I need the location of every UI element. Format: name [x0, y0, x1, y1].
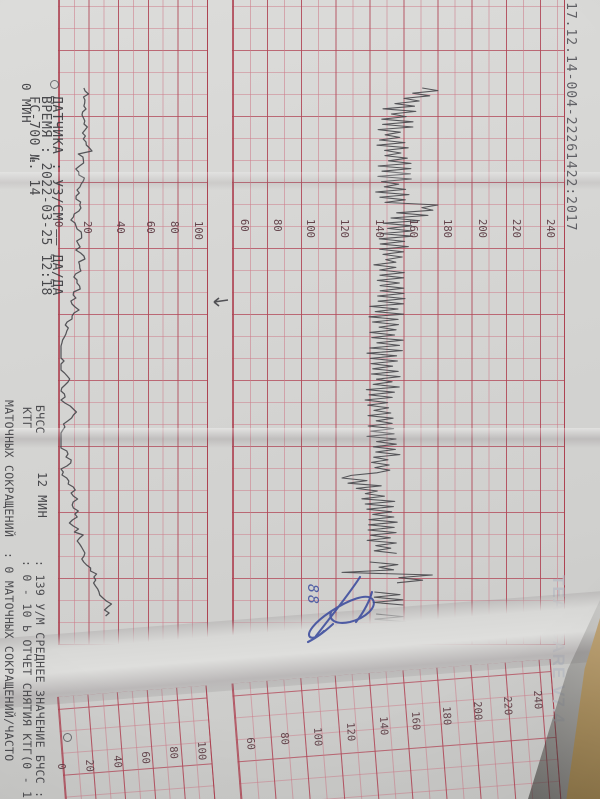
- axis-tick-label: 80: [271, 219, 283, 232]
- axis-tick-label: 140: [373, 219, 385, 238]
- trace-line: [372, 591, 404, 606]
- axis-tick-label: 180: [441, 219, 453, 238]
- axis-tick-label: 220: [501, 696, 514, 716]
- strip-event-circle: [63, 733, 72, 742]
- axis-tick-label: 180: [440, 706, 453, 726]
- time-marker-12min: 12 МИН: [35, 472, 49, 519]
- axis-tick-label: 20: [81, 221, 93, 234]
- report-ctg-value: : 0 - 10 Ь ОТЧЕТ СНЯТИЯ КТГ(0 - 16: [20, 560, 34, 799]
- axis-tick-label: 200: [471, 701, 484, 721]
- serial-number-text: 17.12.14-004-22261422:2017: [563, 2, 578, 232]
- axis-tick-label: 240: [544, 219, 556, 238]
- strip-event-circle: [50, 80, 59, 89]
- axis-tick-label: 140: [377, 716, 390, 736]
- axis-tick-label: 0: [55, 763, 68, 770]
- axis-tick-label: 60: [238, 219, 250, 232]
- axis-tick-label: 40: [111, 755, 124, 769]
- axis-tick-label: 100: [192, 221, 204, 240]
- axis-tick-label: 80: [168, 221, 180, 234]
- event-arrow-mark: [213, 297, 229, 307]
- axis-tick-label: 60: [244, 737, 257, 751]
- report-ctg-label: КТГ: [20, 407, 34, 429]
- axis-tick-label: 240: [531, 690, 544, 710]
- handwritten-signature-ink: [306, 575, 375, 644]
- trace-line: [341, 561, 433, 584]
- axis-tick-label: 100: [311, 727, 324, 747]
- axis-tick-label: 40: [114, 221, 126, 234]
- axis-tick-label: 200: [476, 219, 488, 238]
- axis-tick-label: 0: [52, 221, 64, 228]
- toco-grid-top: [58, 0, 208, 645]
- axis-tick-label: 20: [83, 759, 96, 773]
- report-uc-label: МАТОЧНЫХ СОКРАЩЕНИЙ: [2, 400, 16, 538]
- axis-tick-label: 120: [338, 219, 350, 238]
- report-fhr-label: БЧСС: [33, 405, 47, 434]
- report-uc-value: : 0 МАТОЧНЫХ СОКРАЩЕНИЙ/ЧАСТО: [2, 552, 16, 762]
- report-fhr-value: : 139 У/М СРЕДНЕЕ ЗНАЧЕНИЕ БЧСС :: [33, 560, 47, 799]
- axis-tick-label: 160: [407, 219, 419, 238]
- axis-tick-label: 60: [139, 751, 152, 765]
- axis-tick-label: 120: [344, 722, 357, 742]
- trace-line: [341, 87, 439, 554]
- axis-tick-label: 100: [195, 741, 208, 761]
- trace-line: [60, 87, 113, 617]
- axis-tick-label: 100: [304, 219, 316, 238]
- axis-tick-label: 80: [278, 732, 291, 746]
- axis-tick-label: 60: [144, 221, 156, 234]
- device-sensor-line: ДАТЧИКА : УЗ/СМ —— ДА/ДА: [49, 96, 64, 296]
- axis-tick-label: 80: [167, 746, 180, 760]
- axis-tick-label: 160: [409, 711, 422, 731]
- axis-tick-label: 220: [510, 219, 522, 238]
